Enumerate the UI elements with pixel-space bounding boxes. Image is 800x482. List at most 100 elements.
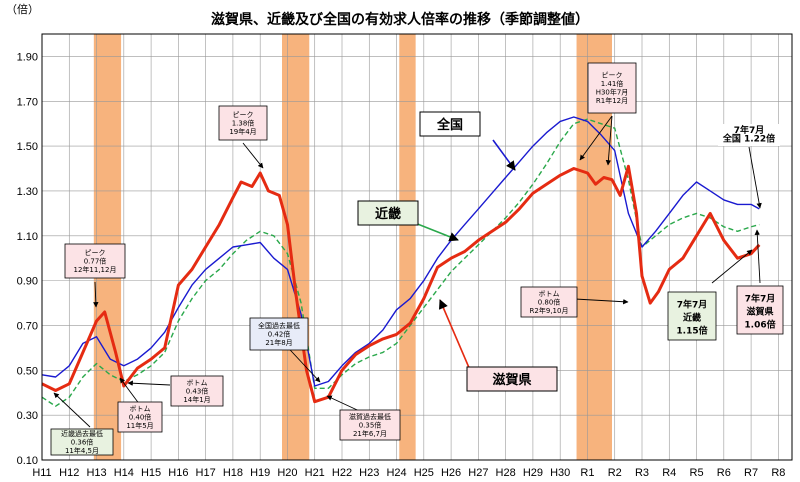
y-tick-label: 0.10: [17, 455, 38, 467]
annotation-pointer-7: [119, 377, 141, 406]
y-tick-label: 1.70: [17, 96, 38, 108]
annotation-text: 近畿過去最低: [61, 429, 103, 438]
annotation-box-bg: [64, 243, 126, 279]
y-tick-label: 1.50: [17, 141, 38, 153]
annotation-text: 全国 1.22倍: [722, 133, 775, 145]
series-label-bg: [357, 200, 419, 226]
y-tick-label: 1.10: [17, 231, 38, 243]
annotation-text: ボトム: [539, 290, 560, 298]
annotation-text: 11年5月: [126, 421, 153, 430]
y-tick-label: 0.50: [17, 365, 38, 377]
x-tick-label: R4: [662, 467, 676, 479]
annotation-pointer-6: [127, 380, 171, 386]
x-tick-label: H15: [141, 467, 161, 479]
x-tick-label: H16: [168, 467, 188, 479]
annotation-text: 1.41倍: [601, 79, 624, 88]
annotation-text: ボトム: [130, 405, 151, 413]
annotation-text: 0.36倍: [71, 437, 94, 446]
annotation-text: 7年7月: [677, 299, 708, 311]
series-label-text: 滋賀県: [492, 372, 531, 388]
annotation-box-bg: [520, 286, 578, 318]
y-tick-label: 0.90: [17, 276, 38, 288]
annotation-box-bg: [667, 291, 717, 341]
annotation-box-bg: [718, 124, 780, 146]
annotation-text: 近畿: [683, 312, 701, 324]
y-tick-label: 1.30: [17, 186, 38, 198]
annotation-box-bg: [249, 317, 309, 351]
annotation-text: 1.06倍: [744, 319, 775, 331]
recession-band-2: [399, 34, 416, 460]
x-tick-label: R2: [608, 467, 622, 479]
x-tick-label: H27: [468, 467, 488, 479]
series-line-shiga: [41, 164, 761, 404]
recession-band-1: [282, 34, 310, 460]
annotation-pointer-8: [53, 392, 91, 428]
x-tick-label: H24: [386, 467, 406, 479]
x-tick-label: H20: [277, 467, 297, 479]
annotation-text: 0.43倍: [186, 386, 209, 395]
annotation-box-bg: [339, 409, 401, 441]
series-label-1: 近畿: [357, 200, 419, 226]
annotation-text: 0.77倍: [84, 256, 107, 265]
x-tick-label: H29: [523, 467, 543, 479]
x-tick-label: H26: [441, 467, 461, 479]
annotation-text: 0.42倍: [268, 329, 291, 338]
annotation-text: R2年9,10月: [530, 306, 569, 315]
annotation-pointer-12: [754, 229, 761, 284]
y-axis-unit: （倍）: [6, 2, 39, 16]
series-label-bg: [419, 111, 481, 137]
annotation-text: ピーク: [602, 72, 623, 80]
annotation-pointer-4: [748, 146, 762, 209]
series-label-text: 近畿: [375, 206, 401, 222]
annotation-text: ピーク: [233, 111, 254, 119]
series-label-text: 全国: [436, 117, 463, 133]
annotation-text: 21年8月: [265, 338, 292, 347]
x-tick-label: H30: [550, 467, 570, 479]
x-tick-label: H25: [414, 467, 434, 479]
series-label-2: 滋賀県: [466, 366, 558, 392]
annotation-box-bg: [218, 105, 268, 141]
annotation-pointer-11: [711, 249, 753, 284]
annotation-pointer-10: [574, 298, 629, 305]
annotation-text: 0.80倍: [538, 297, 561, 306]
annotation-pointer-13: [414, 222, 459, 242]
y-tick-label: 0.70: [17, 320, 38, 332]
x-tick-label: H12: [59, 467, 79, 479]
annotation-text: 21年6,7月: [353, 429, 387, 438]
annotation-text: 0.35倍: [359, 420, 382, 429]
annotation-text: 1.38倍: [232, 118, 255, 127]
x-tick-label: R3: [635, 467, 649, 479]
series-line-zenkoku: [41, 116, 760, 387]
annotation-text: H30年7月: [596, 88, 629, 97]
annotation-text: 14年1月: [183, 395, 210, 404]
x-tick-label: R7: [744, 467, 758, 479]
annotation-text: 滋賀県: [746, 306, 773, 318]
annotation-text: ピーク: [85, 249, 106, 257]
annotation-text: 全国過去最低: [258, 321, 300, 330]
annotation-text: 7年7月: [734, 124, 765, 136]
annotation-text: 11年4,5月: [65, 446, 99, 455]
x-tick-label: H23: [359, 467, 379, 479]
annotation-pointer-3: [605, 115, 613, 166]
annotation-box-bg: [736, 285, 784, 335]
annotation-pointer-2: [579, 115, 613, 161]
x-tick-label: R8: [771, 467, 785, 479]
x-tick-label: R5: [690, 467, 704, 479]
annotation-text: 1.15倍: [676, 325, 707, 337]
annotation-text: R1年12月: [596, 96, 628, 105]
annotation-text: ボトム: [187, 379, 208, 387]
annotation-text: 滋賀過去最低: [349, 412, 391, 421]
x-tick-label: H28: [496, 467, 516, 479]
annotation-pointer-15: [438, 299, 471, 371]
x-tick-label: H19: [250, 467, 270, 479]
